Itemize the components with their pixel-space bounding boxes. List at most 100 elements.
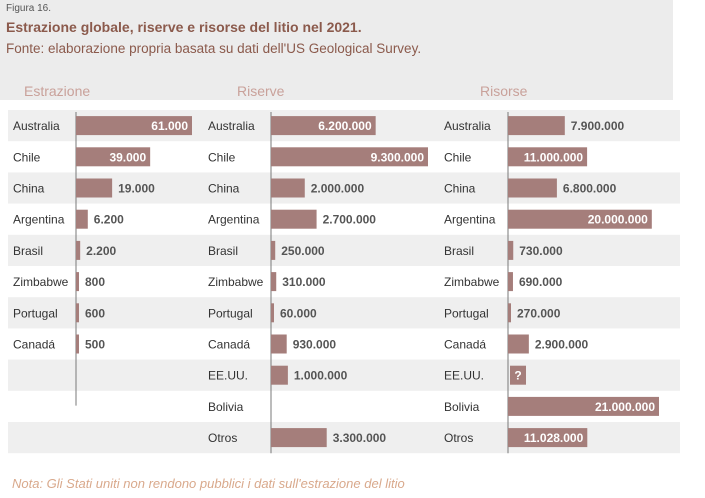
data-label: 1.000.000 xyxy=(294,369,348,383)
data-label: 3.300.000 xyxy=(333,431,387,445)
category-label: Argentina xyxy=(208,213,260,227)
category-label: Australia xyxy=(208,119,255,133)
bar xyxy=(508,147,588,167)
category-label: Argentina xyxy=(13,213,65,227)
data-label: 2.900.000 xyxy=(535,338,589,352)
bar xyxy=(271,240,276,260)
bar xyxy=(508,334,529,354)
lithium-chart: Estrazione Australia 61.000 Chile 39.000 Chin… xyxy=(8,83,680,454)
panel-title: Estrazione xyxy=(24,83,90,99)
category-label: Brasil xyxy=(444,244,474,258)
data-label: 11.000.000 xyxy=(524,150,584,164)
category-label: EE.UU. xyxy=(444,369,484,383)
category-label: China xyxy=(444,182,476,196)
bar xyxy=(271,116,376,136)
data-label: 60.000 xyxy=(280,306,317,320)
bar xyxy=(76,240,81,260)
bar xyxy=(271,303,274,323)
bar xyxy=(76,147,151,167)
data-label: 39.000 xyxy=(109,150,146,164)
category-label: China xyxy=(13,182,45,196)
bar xyxy=(271,147,428,167)
data-label: 19.000 xyxy=(118,182,155,196)
bar-unknown xyxy=(510,365,526,385)
bar xyxy=(271,272,277,292)
data-label: ? xyxy=(514,369,521,383)
data-label: 800 xyxy=(85,275,105,289)
category-label: Bolivia xyxy=(444,400,480,414)
category-label: Bolivia xyxy=(208,400,244,414)
bar xyxy=(508,303,511,323)
bar xyxy=(76,334,79,354)
footnote: Nota: Gli Stati uniti non rendono pubbli… xyxy=(12,476,405,491)
bar xyxy=(76,178,113,198)
header-panel: Figura 16. Estrazione globale, riserve e… xyxy=(0,0,673,100)
data-label: 930.000 xyxy=(293,338,337,352)
data-label: 6.800.000 xyxy=(563,182,617,196)
bar xyxy=(271,334,287,354)
bar xyxy=(271,178,305,198)
category-label: Otros xyxy=(208,431,237,445)
category-label: Otros xyxy=(444,431,473,445)
data-label: 2.000.000 xyxy=(311,182,365,196)
data-label: 11.028.000 xyxy=(524,431,584,445)
category-label: Zimbabwe xyxy=(13,275,69,289)
row-band xyxy=(8,297,680,329)
category-label: Chile xyxy=(208,150,236,164)
data-label: 2.700.000 xyxy=(323,213,377,227)
bar xyxy=(508,428,588,448)
data-label: 270.000 xyxy=(517,306,561,320)
data-label: 6.200 xyxy=(94,213,124,227)
bar xyxy=(508,178,557,198)
category-label: Canadá xyxy=(13,338,55,352)
chart-source: Fonte: elaborazione propria basata su da… xyxy=(6,41,422,56)
data-label: 250.000 xyxy=(281,244,325,258)
category-label: Chile xyxy=(444,150,472,164)
data-label: 600 xyxy=(85,306,105,320)
bar xyxy=(76,303,79,323)
bar xyxy=(271,428,327,448)
category-label: Brasil xyxy=(208,244,238,258)
data-label: 20.000.000 xyxy=(588,213,648,227)
category-label: Canadá xyxy=(444,338,486,352)
data-label: 2.200 xyxy=(86,244,116,258)
category-label: Zimbabwe xyxy=(208,275,264,289)
data-label: 9.300.000 xyxy=(371,150,425,164)
chart-title: Estrazione globale, riserve e risorse de… xyxy=(6,19,362,35)
bar xyxy=(76,116,192,136)
bar xyxy=(271,209,317,229)
figure-label: Figura 16. xyxy=(6,3,52,14)
bar xyxy=(508,209,652,229)
category-label: Argentina xyxy=(444,213,496,227)
category-label: EE.UU. xyxy=(208,369,248,383)
data-label: 730.000 xyxy=(519,244,563,258)
category-label: Australia xyxy=(444,119,491,133)
category-label: China xyxy=(208,182,240,196)
data-label: 690.000 xyxy=(519,275,563,289)
data-label: 21.000.000 xyxy=(595,400,655,414)
data-label: 500 xyxy=(85,338,105,352)
row-band xyxy=(8,359,680,391)
category-label: Portugal xyxy=(208,306,253,320)
panel-title: Riserve xyxy=(237,83,285,99)
data-label: 6.200.000 xyxy=(318,119,372,133)
category-label: Portugal xyxy=(444,306,489,320)
category-label: Chile xyxy=(13,150,41,164)
bar xyxy=(508,272,513,292)
category-label: Zimbabwe xyxy=(444,275,500,289)
row-band xyxy=(8,172,680,204)
bar xyxy=(508,240,514,260)
data-label: 310.000 xyxy=(282,275,326,289)
bar xyxy=(271,365,288,385)
data-label: 7.900.000 xyxy=(571,119,625,133)
panel-title: Risorse xyxy=(480,83,528,99)
category-label: Australia xyxy=(13,119,60,133)
category-label: Canadá xyxy=(208,338,250,352)
data-label: 61.000 xyxy=(151,119,188,133)
bar xyxy=(508,396,659,416)
bar xyxy=(76,272,79,292)
bar xyxy=(76,209,88,229)
row-band xyxy=(8,234,680,266)
category-label: Portugal xyxy=(13,306,58,320)
category-label: Brasil xyxy=(13,244,43,258)
